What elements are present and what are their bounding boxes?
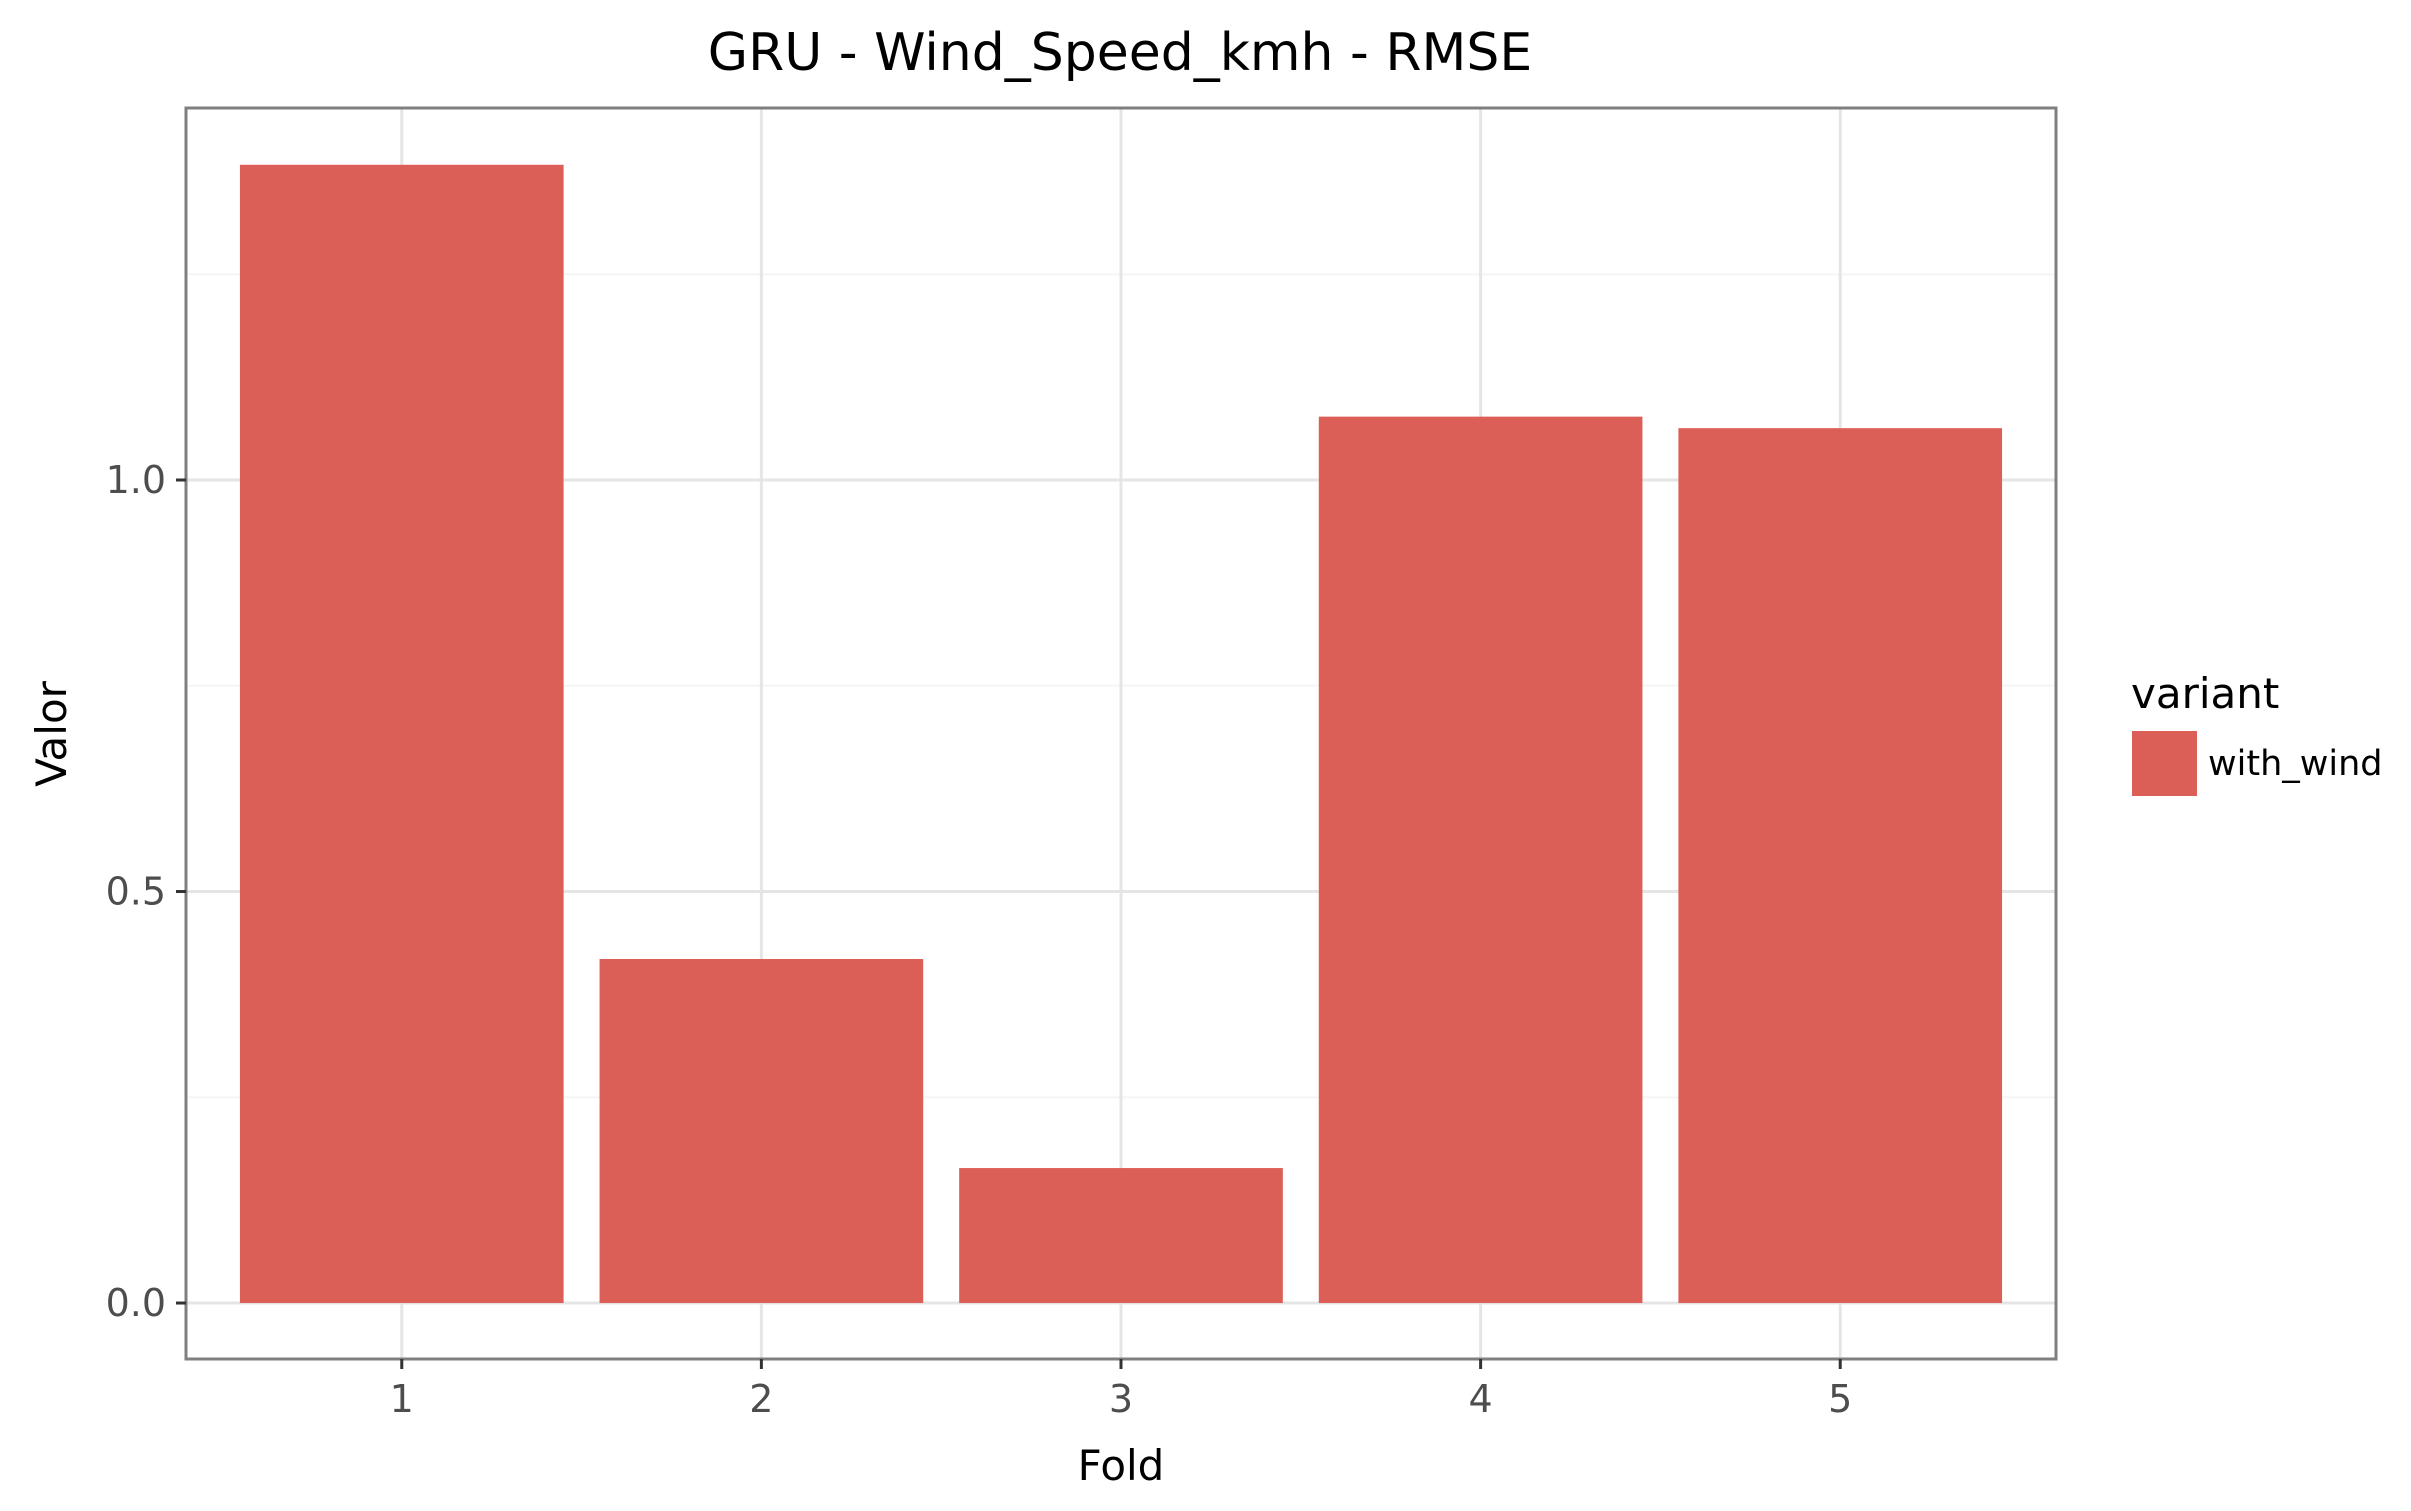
legend-label-with-wind: with_wind bbox=[2208, 744, 2383, 784]
x-tick-label: 2 bbox=[749, 1377, 773, 1421]
bar-fold-2 bbox=[599, 959, 924, 1304]
bar-fold-4 bbox=[1318, 416, 1643, 1304]
y-tick-label: 0.0 bbox=[106, 1281, 166, 1325]
x-tick-label: 5 bbox=[1828, 1377, 1852, 1421]
x-axis-ticks: 1 2 3 4 5 bbox=[390, 1359, 1852, 1421]
x-tick-label: 4 bbox=[1469, 1377, 1493, 1421]
legend-title: variant bbox=[2131, 669, 2279, 718]
bars bbox=[239, 164, 2003, 1304]
x-tick-label: 1 bbox=[390, 1377, 414, 1421]
bar-fold-3 bbox=[959, 1168, 1283, 1304]
bar-fold-5 bbox=[1678, 428, 2003, 1304]
bar-fold-1 bbox=[239, 164, 564, 1304]
y-tick-label: 0.5 bbox=[106, 870, 166, 914]
y-tick-label: 1.0 bbox=[106, 458, 166, 502]
x-axis-title: Fold bbox=[1078, 1441, 1165, 1490]
legend-key-with-wind bbox=[2132, 731, 2197, 796]
x-tick-label: 3 bbox=[1109, 1377, 1133, 1421]
y-axis-title: Valor bbox=[27, 680, 76, 787]
legend: variant with_wind bbox=[2131, 669, 2383, 796]
chart-title: GRU - Wind_Speed_kmh - RMSE bbox=[708, 23, 1532, 83]
y-axis-ticks: 0.0 0.5 1.0 bbox=[106, 458, 186, 1325]
